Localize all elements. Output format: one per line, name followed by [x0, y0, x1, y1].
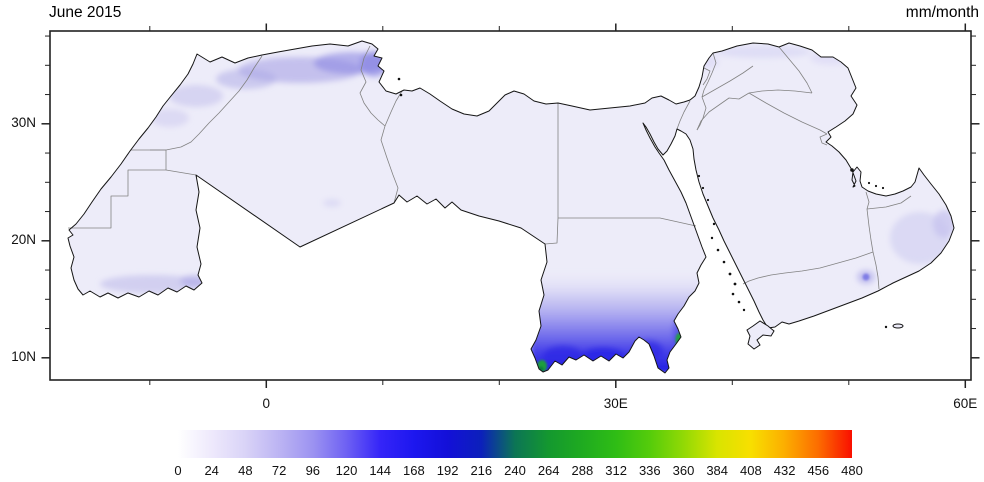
- colorbar-tick-label: 96: [305, 463, 321, 478]
- colorbar-tick-label: 120: [335, 463, 358, 478]
- axis-ticks: [41, 23, 980, 388]
- colorbar-tick-label: 168: [403, 463, 425, 478]
- y-axis-label-30N: 30N: [11, 114, 36, 130]
- figure-title: June 2015: [49, 4, 122, 21]
- units-label: mm/month: [905, 4, 979, 21]
- coastline: [67, 40, 955, 374]
- colorbar-tick-label: 216: [470, 463, 493, 478]
- plot-frame: [49, 30, 972, 381]
- x-axis-label-60E: 60E: [953, 396, 978, 411]
- colorbar-tick-label: 456: [807, 463, 830, 478]
- x-axis-label-30E: 30E: [603, 396, 628, 411]
- colorbar-tick-label: 48: [238, 463, 253, 478]
- y-axis-label-10N: 10N: [11, 348, 36, 364]
- colorbar-tick-label: 192: [436, 463, 459, 478]
- horn-of-africa-tip: [746, 320, 775, 350]
- colorbar-tick-label: 432: [773, 463, 796, 478]
- colorbar-tick-label: 312: [605, 463, 627, 478]
- x-axis-label-0: 0: [262, 396, 271, 411]
- colorbar-tick-label: 480: [841, 463, 863, 478]
- country-borders: [68, 45, 912, 290]
- colorbar-tick-label: 336: [638, 463, 661, 478]
- colorbar-tick-label: 240: [504, 463, 526, 478]
- colorbar-tick-label: 288: [571, 463, 594, 478]
- precipitation-shading: [100, 46, 954, 373]
- colorbar-tick-label: 408: [740, 463, 762, 478]
- colorbar-gradient: [178, 430, 852, 458]
- colorbar-tick-label: 144: [369, 463, 392, 478]
- islands: [397, 77, 904, 329]
- colorbar-tick-label: 72: [271, 463, 287, 478]
- colorbar-tick-label: 360: [672, 463, 695, 478]
- colorbar-tick-label: 0: [174, 463, 182, 478]
- colorbar-tick-label: 384: [706, 463, 729, 478]
- colorbar-tick-label: 264: [537, 463, 560, 478]
- colorbar-labels: 0 24 48 72 96 120 144 168 192 216 240 264 288 312 336 3…: [174, 463, 862, 481]
- y-axis-label-20N: 20N: [11, 231, 36, 247]
- landmass: [68, 41, 954, 373]
- colorbar-tick-label: 24: [204, 463, 219, 478]
